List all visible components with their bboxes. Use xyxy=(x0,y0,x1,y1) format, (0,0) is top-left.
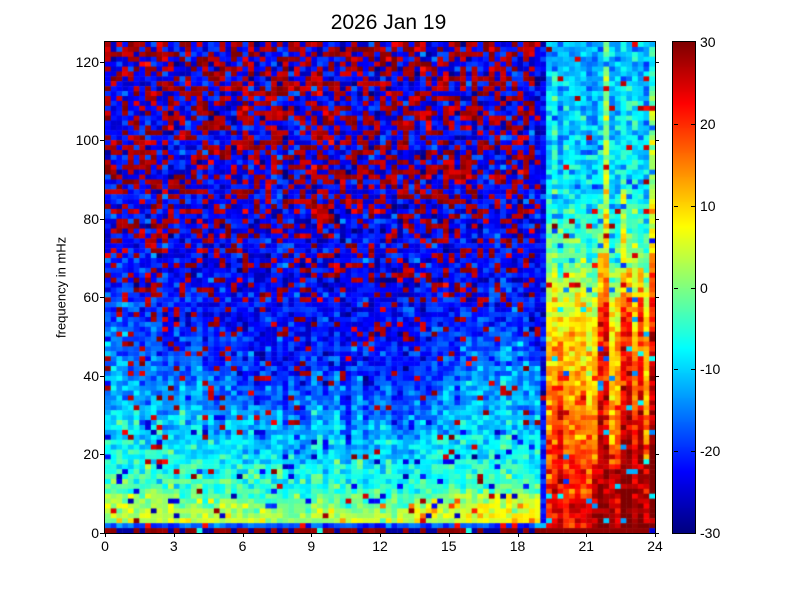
y-tick-mark xyxy=(100,218,104,220)
x-tick-mark xyxy=(586,533,588,537)
y-tick-mark xyxy=(100,61,104,63)
x-tick-mark xyxy=(242,533,244,537)
x-tick-mark xyxy=(655,533,656,537)
colorbar-tick-mark-right xyxy=(691,369,695,371)
colorbar-tick-mark xyxy=(674,287,678,289)
x-tick-label: 21 xyxy=(578,538,595,554)
colorbar-tick-label: -10 xyxy=(700,361,721,378)
y-tick-label: 120 xyxy=(75,53,99,70)
x-tick-mark xyxy=(173,533,175,537)
x-tick-label: 12 xyxy=(372,538,388,554)
y-tick-mark-right xyxy=(655,297,659,299)
y-tick-label: 20 xyxy=(83,446,99,463)
y-tick-mark-right xyxy=(655,140,659,142)
y-tick-mark xyxy=(100,297,104,299)
colorbar-tick-mark-right xyxy=(691,451,695,453)
colorbar xyxy=(672,41,696,534)
colorbar-tick-mark xyxy=(674,369,678,371)
y-tick-mark xyxy=(100,533,104,534)
x-tick-label: 18 xyxy=(509,538,526,554)
colorbar-tick-label: -20 xyxy=(700,443,721,460)
colorbar-tick-mark-right xyxy=(691,123,695,125)
x-tick-label: 3 xyxy=(169,538,178,554)
y-tick-mark-right xyxy=(655,218,659,220)
x-tick-mark xyxy=(448,533,450,537)
colorbar-tick-label: 20 xyxy=(700,115,716,132)
y-tick-mark-right xyxy=(655,454,659,456)
x-tick-mark xyxy=(311,533,313,537)
x-tick-mark xyxy=(517,533,519,537)
y-tick-mark-right xyxy=(655,533,659,534)
y-axis-label: frequency in mHz xyxy=(53,236,69,339)
x-tick-mark xyxy=(380,533,381,537)
colorbar-tick-mark xyxy=(674,205,678,207)
x-tick-label: 0 xyxy=(101,538,109,554)
colorbar-tick-mark-right xyxy=(691,287,695,289)
colorbar-tick-mark xyxy=(674,123,678,125)
colorbar-tick-mark-right xyxy=(691,205,695,207)
y-tick-label: 100 xyxy=(75,132,99,149)
colorbar-tick-label: 10 xyxy=(700,197,716,214)
x-tick-mark xyxy=(105,533,106,537)
y-tick-label: 0 xyxy=(91,525,99,541)
y-tick-mark xyxy=(100,140,104,142)
x-tick-label: 6 xyxy=(238,538,247,554)
y-tick-label: 80 xyxy=(83,210,99,227)
chart-title: 2026 Jan 19 xyxy=(330,11,447,34)
colorbar-tick-mark xyxy=(674,451,678,453)
spectrogram-heatmap xyxy=(105,42,655,533)
y-tick-mark-right xyxy=(655,375,659,377)
x-tick-label: 24 xyxy=(647,538,663,554)
y-tick-label: 60 xyxy=(83,289,99,306)
colorbar-tick-label: 30 xyxy=(700,34,716,50)
y-tick-mark xyxy=(100,375,104,377)
plot-area xyxy=(104,41,656,534)
y-tick-mark xyxy=(100,454,104,456)
y-tick-mark-right xyxy=(655,61,659,63)
x-tick-label: 15 xyxy=(440,538,457,554)
colorbar-gradient xyxy=(673,42,695,533)
x-tick-label: 9 xyxy=(307,538,316,554)
colorbar-tick-label: -30 xyxy=(700,525,721,541)
y-tick-label: 40 xyxy=(83,367,99,384)
colorbar-tick-label: 0 xyxy=(700,279,708,296)
